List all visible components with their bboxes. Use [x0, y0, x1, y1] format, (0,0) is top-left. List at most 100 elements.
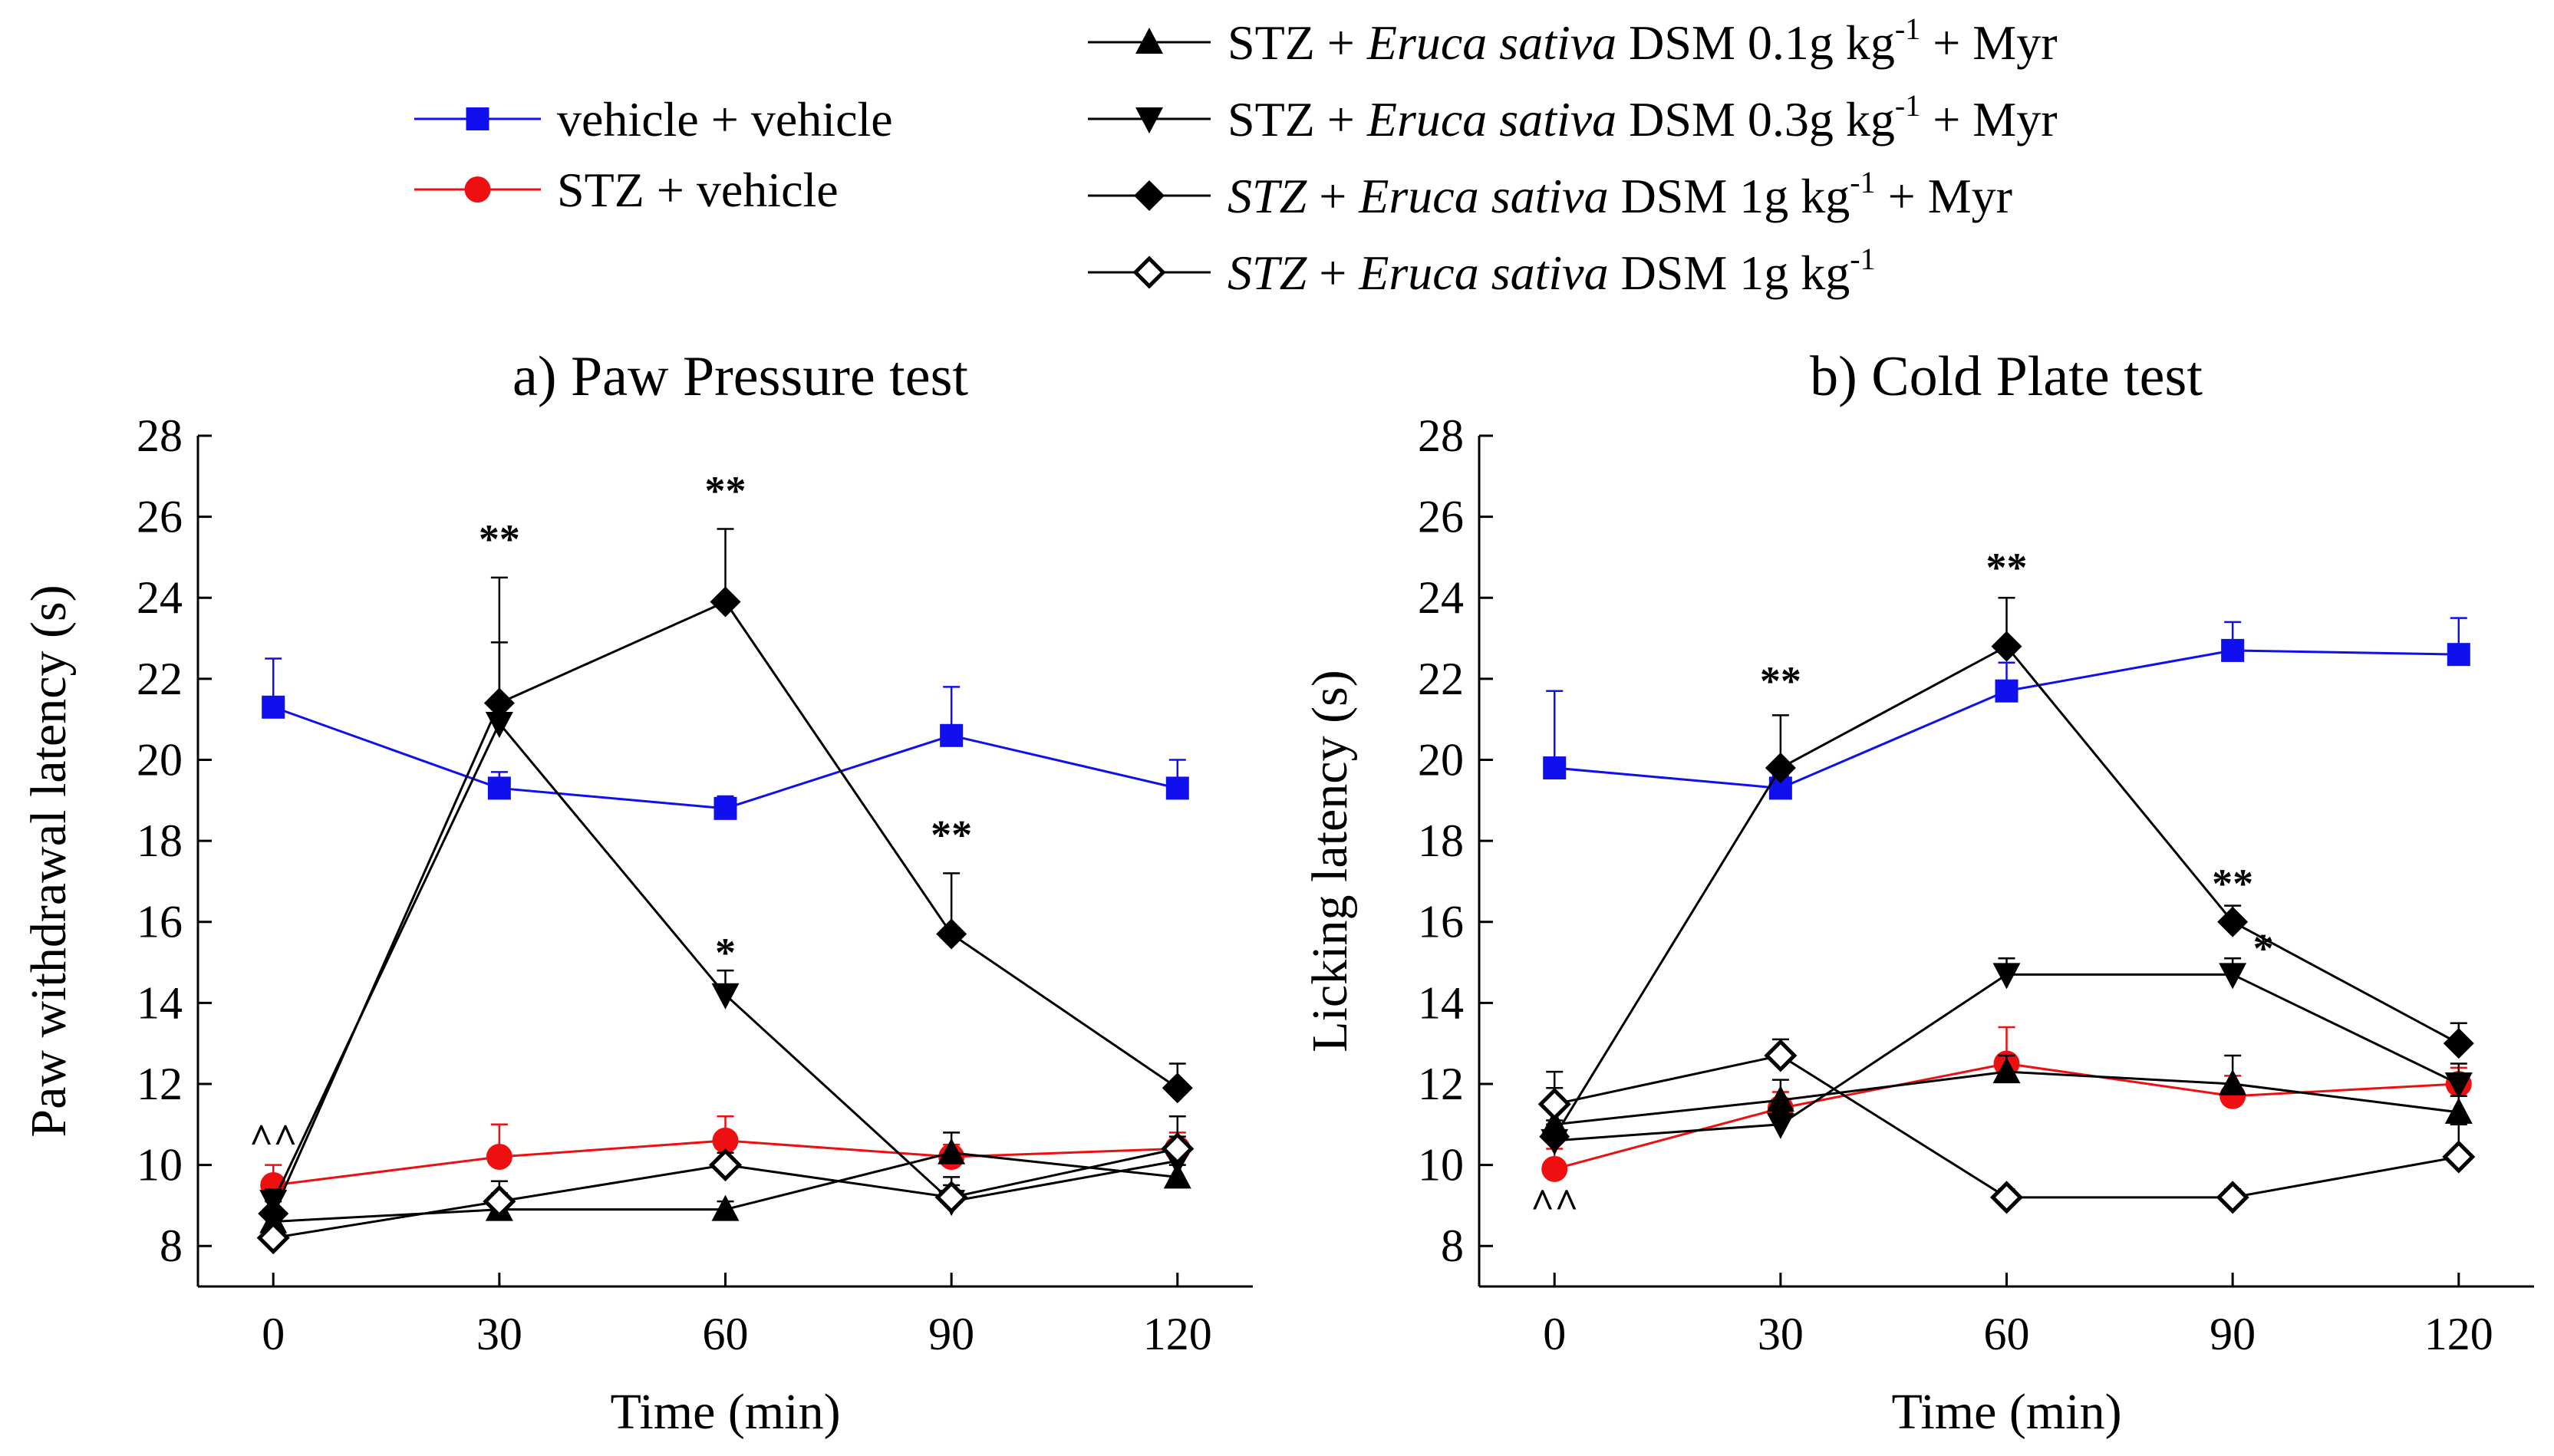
legend-label-a1m-part-0: STZ [1228, 169, 1308, 223]
significance-label: ** [705, 468, 746, 514]
data-point-vv [262, 695, 285, 719]
significance-label: ** [931, 812, 972, 858]
legend-label-vv: vehicle + vehicle [557, 92, 893, 147]
y-tick-label: 8 [1441, 1220, 1464, 1271]
legend-label-a03-part-4: + Myr [1920, 92, 2057, 147]
x-tick-label: 0 [1543, 1309, 1566, 1359]
series-a1 [1537, 1038, 2476, 1214]
data-point-a1m [258, 1197, 289, 1229]
legend-marker-a1m [1134, 180, 1165, 211]
significance-label: * [715, 930, 736, 976]
chart-paw-pressure: a) Paw Pressure test 8 10 12 14 16 18 20 22 24 26 2… [21, 345, 1253, 1440]
legend-label-a1m-part-2: Eruca sativa [1358, 169, 1608, 223]
legend-label-a1-part-0: STZ [1228, 245, 1308, 300]
y-tick-label: 22 [1418, 654, 1464, 704]
data-point-sv [712, 1127, 739, 1154]
data-point-a1 [2216, 1181, 2249, 1214]
x-tick-label: 0 [262, 1309, 285, 1359]
legend-marker-sv [464, 176, 491, 203]
data-point-a01 [938, 1138, 966, 1164]
data-point-a1 [483, 1184, 516, 1218]
legend-marker-a01 [1135, 28, 1163, 54]
y-tick-label: 10 [137, 1140, 183, 1191]
data-point-vv [1543, 756, 1567, 780]
y-tick-label: 26 [1418, 492, 1464, 542]
y-tick-label: 14 [137, 977, 183, 1028]
y-tick-label: 14 [1418, 977, 1464, 1028]
legend-label-a03-part-2: DSM 0.3g kg [1616, 92, 1895, 147]
y-tick-label: 24 [1418, 572, 1464, 623]
legend-label-a01-part-0: STZ + [1228, 15, 1367, 70]
legend-label-a1m-part-1: + [1307, 169, 1359, 223]
series-a1 [256, 1115, 1195, 1255]
significance-label: * [2253, 926, 2274, 972]
series-a1m [1539, 596, 2474, 1152]
legend-marker-vv [466, 107, 489, 130]
y-tick-label: 24 [137, 572, 183, 623]
data-point-a1m [483, 687, 515, 719]
legend-label-sv-part-0: STZ + vehicle [557, 163, 839, 217]
significance-label: ^^ [249, 1116, 298, 1162]
x-tick-label: 120 [1143, 1309, 1212, 1359]
legend-label-a1: STZ + Eruca sativa DSM 1g kg-1 [1228, 242, 1876, 300]
data-point-sv [1541, 1155, 1568, 1182]
legend-label-a1m-part-3: DSM 1g kg [1609, 169, 1850, 223]
significance-label: ** [2212, 861, 2253, 907]
y-axis-label: Paw withdrawal latency (s) [21, 585, 77, 1137]
data-point-a1 [2442, 1140, 2476, 1174]
data-point-vv [940, 723, 964, 747]
significance-label: ** [479, 516, 520, 562]
data-point-a1m [2217, 906, 2249, 937]
y-tick-label: 28 [137, 410, 183, 461]
significance-label: ^^ [1531, 1181, 1579, 1227]
data-point-vv [2447, 643, 2470, 667]
data-point-a03 [2444, 1072, 2473, 1099]
legend-marker-a03 [1135, 107, 1163, 133]
legend-label-a1-part-3: DSM 1g kg [1609, 245, 1850, 300]
data-point-a1m [1765, 753, 1796, 784]
y-tick-label: 8 [160, 1220, 183, 1271]
data-point-a01 [1163, 1162, 1191, 1189]
data-point-a01 [1766, 1085, 1794, 1112]
legend-label-a01-part-2: DSM 0.1g kg [1616, 15, 1895, 70]
data-point-a1 [934, 1181, 968, 1214]
x-axis-label: Time (min) [610, 1384, 840, 1440]
data-point-sv [486, 1144, 512, 1171]
significance-label: ** [1986, 545, 2028, 591]
data-point-a1 [1537, 1087, 1571, 1121]
x-tick-label: 90 [2210, 1309, 2256, 1359]
data-point-vv [1995, 679, 2018, 703]
y-tick-label: 10 [1418, 1140, 1464, 1191]
y-tick-label: 16 [137, 897, 183, 947]
y-axis-label: Licking latency (s) [1302, 670, 1358, 1052]
data-point-a1 [1764, 1039, 1798, 1072]
legend-label-sv: STZ + vehicle [557, 163, 839, 217]
legend-label-a1m-part-5: + Myr [1876, 169, 2012, 223]
x-tick-label: 30 [476, 1309, 522, 1359]
x-tick-label: 60 [1984, 1309, 2030, 1359]
y-tick-label: 20 [137, 734, 183, 785]
legend-label-a1m: STZ + Eruca sativa DSM 1g kg-1 + Myr [1228, 165, 2012, 223]
series-a1m [258, 528, 1193, 1229]
data-point-a1m [1539, 1121, 1570, 1152]
data-point-vv [487, 776, 511, 800]
legend-label-a03-part-1: Eruca sativa [1366, 92, 1616, 147]
data-point-a1m [1991, 631, 2022, 662]
y-tick-label: 20 [1418, 734, 1464, 785]
data-point-a1 [1161, 1132, 1195, 1165]
data-point-a01 [2219, 1069, 2247, 1095]
legend-label-a03: STZ + Eruca sativa DSM 0.3g kg-1 + Myr [1228, 88, 2058, 147]
data-point-a1m [1162, 1072, 1193, 1104]
legend-label-a1-part-4: -1 [1850, 242, 1875, 276]
legend-label-a1-part-2: Eruca sativa [1358, 245, 1608, 300]
data-point-vv [713, 796, 737, 820]
series-vv [262, 657, 1189, 820]
y-tick-label: 16 [1418, 897, 1464, 947]
x-tick-label: 30 [1758, 1309, 1804, 1359]
series-vv [1543, 617, 2470, 800]
data-point-a01 [711, 1194, 740, 1221]
legend-label-a03-part-3: -1 [1895, 88, 1920, 123]
x-axis-label: Time (min) [1891, 1384, 2121, 1440]
data-point-vv [1165, 776, 1189, 800]
